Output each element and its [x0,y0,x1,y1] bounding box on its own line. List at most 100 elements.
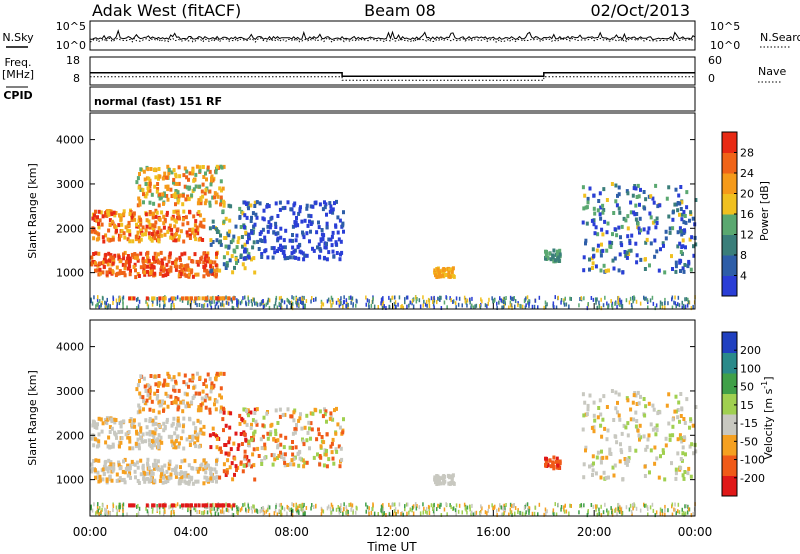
data-cell [602,394,606,399]
data-cell [266,255,270,260]
data-cell [156,300,159,305]
data-cell [549,464,553,469]
data-cell [225,468,229,472]
data-cell [469,507,471,512]
data-cell [617,295,620,300]
data-cell [271,255,275,260]
data-cell [519,510,521,515]
data-cell [193,441,197,446]
data-cell [680,407,684,412]
data-cell [372,296,374,301]
data-cell [138,379,141,383]
data-cell [169,265,173,270]
x-tick-label: 00:00 [678,525,713,539]
data-cell [598,212,602,217]
data-cell [163,296,167,301]
data-cell [340,457,344,462]
data-cell [198,430,202,435]
data-cell [656,204,660,209]
data-cell [626,191,630,196]
data-cell [634,393,638,398]
data-cell [448,268,452,273]
data-cell [634,217,638,222]
data-cell [647,433,651,438]
power-colorbar-tick-label: 16 [740,208,754,221]
data-cell [215,434,219,439]
data-cell [225,507,228,512]
data-cell [617,225,621,230]
data-cell [401,511,403,515]
data-cell [274,231,278,236]
data-cell [675,304,677,309]
data-cell [196,272,200,277]
data-cell [102,264,106,269]
data-cell [104,459,108,464]
data-cell [297,508,299,513]
data-cell [501,305,503,310]
data-cell [194,503,198,508]
data-cell [189,477,193,482]
data-cell [202,467,206,472]
velocity-colorbar-frame [721,331,738,497]
data-cell [104,507,106,512]
data-cell [601,248,605,253]
data-cell [610,299,612,304]
data-cell [90,262,94,267]
data-cell [671,226,675,231]
data-cell [134,441,138,446]
data-cell [324,245,328,250]
data-cell [591,261,595,266]
data-cell [146,264,150,269]
data-cell [448,274,452,279]
data-cell [100,302,102,307]
data-cell [333,408,336,413]
data-cell [116,509,118,514]
data-cell [221,296,225,301]
data-cell [270,453,274,458]
data-cell [96,298,99,302]
data-cell [198,213,202,218]
data-cell [200,255,204,260]
data-cell [241,418,245,423]
data-cell [166,271,169,276]
data-cell [139,472,143,477]
data-cell [676,437,680,442]
data-cell [342,300,345,305]
data-cell [181,505,184,510]
data-cell [153,478,157,483]
data-cell [181,298,184,303]
data-cell [610,241,614,245]
power-colorbar-swatch [722,234,737,256]
data-cell [166,187,170,192]
data-cell [679,457,683,461]
data-cell [625,396,629,401]
data-cell [280,510,282,514]
data-cell [493,298,495,303]
data-cell [620,507,622,512]
data-cell [227,440,231,445]
data-cell [617,185,621,190]
data-cell [594,264,598,269]
data-cell [625,189,629,194]
data-cell [217,512,220,517]
data-cell [97,251,101,256]
data-cell [174,267,178,272]
data-cell [422,295,424,300]
data-cell [97,295,99,300]
data-cell [108,425,112,430]
data-cell [684,297,686,302]
data-cell [170,401,174,405]
data-cell [233,249,237,254]
data-cell [217,503,221,508]
data-cell [676,244,680,249]
data-cell [193,299,195,304]
data-cell [286,407,290,412]
data-cell [236,507,239,512]
data-cell [118,421,122,425]
data-cell [324,452,328,457]
data-cell [215,462,218,467]
data-cell [611,512,614,517]
data-cell [208,203,212,208]
data-cell [210,268,214,273]
